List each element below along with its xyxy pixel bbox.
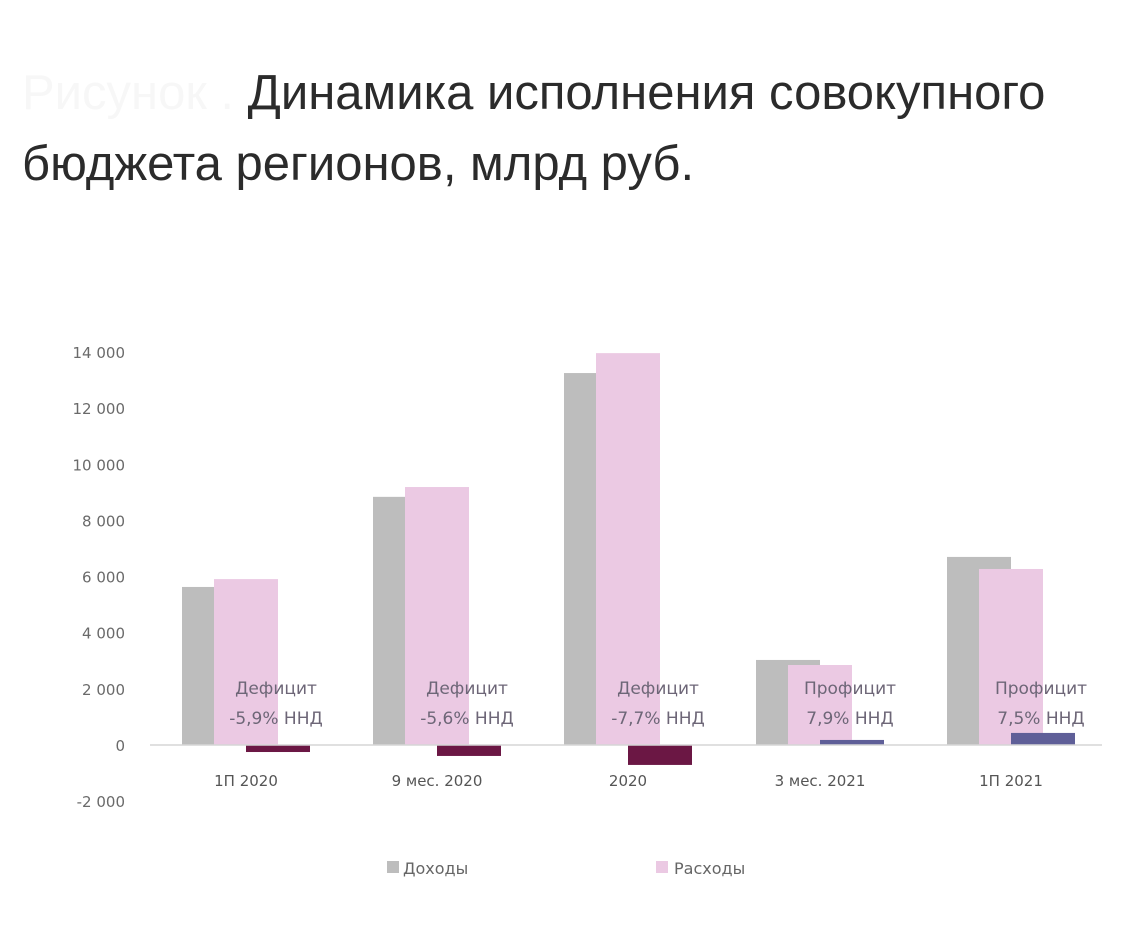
annotation-label: Дефицит (426, 679, 508, 699)
legend-label-rashody: Расходы (674, 859, 745, 878)
legend-label-dohody: Доходы (403, 859, 468, 878)
legend-swatch-dohody (387, 861, 399, 873)
annotation-value: 7,9% ННД (806, 709, 893, 729)
bar-saldo (246, 745, 310, 753)
x-tick-label: 9 мес. 2020 (392, 772, 483, 790)
y-tick-label: 6 000 (82, 569, 125, 587)
legend-swatch-rashody (656, 861, 668, 873)
annotation-value: -5,9% ННД (229, 709, 323, 729)
x-tick-label: 1П 2021 (979, 772, 1043, 790)
annotation-value: 7,5% ННД (997, 709, 1084, 729)
bar-rashody (214, 579, 278, 745)
bar-rashody (596, 353, 660, 745)
bar-saldo (1011, 732, 1075, 745)
bar-rashody (788, 664, 852, 745)
figure-prefix: Рисунок (22, 66, 207, 120)
y-tick-label: 14 000 (73, 344, 126, 362)
annotation-value: -5,6% ННД (420, 709, 514, 729)
chart-title: Рисунок . Динамика исполнения совокупног… (22, 66, 1046, 191)
bar-rashody (979, 568, 1043, 745)
annotation-label: Дефицит (235, 679, 317, 699)
annotation-label: Дефицит (617, 679, 699, 699)
y-tick-label: 12 000 (73, 400, 126, 418)
chart-title-text: Динамика исполнения совокупного бюджета … (22, 66, 1046, 191)
x-tick-label: 3 мес. 2021 (775, 772, 866, 790)
y-tick-label: 2 000 (82, 681, 125, 699)
bar-rashody (405, 487, 469, 745)
y-tick-label: 10 000 (73, 456, 126, 474)
y-tick-label: 4 000 (82, 625, 125, 643)
x-tick-label: 1П 2020 (214, 772, 278, 790)
bar-saldo (628, 745, 692, 765)
annotation-label: Профицит (804, 679, 896, 699)
annotation-label: Профицит (995, 679, 1087, 699)
bar-saldo (437, 745, 501, 756)
y-tick-label: 8 000 (82, 512, 125, 530)
x-tick-label: 2020 (609, 772, 647, 790)
y-tick-label: -2 000 (77, 793, 125, 811)
bar-saldo (820, 739, 884, 745)
y-tick-label: 0 (115, 737, 125, 755)
annotation-value: -7,7% ННД (611, 709, 705, 729)
